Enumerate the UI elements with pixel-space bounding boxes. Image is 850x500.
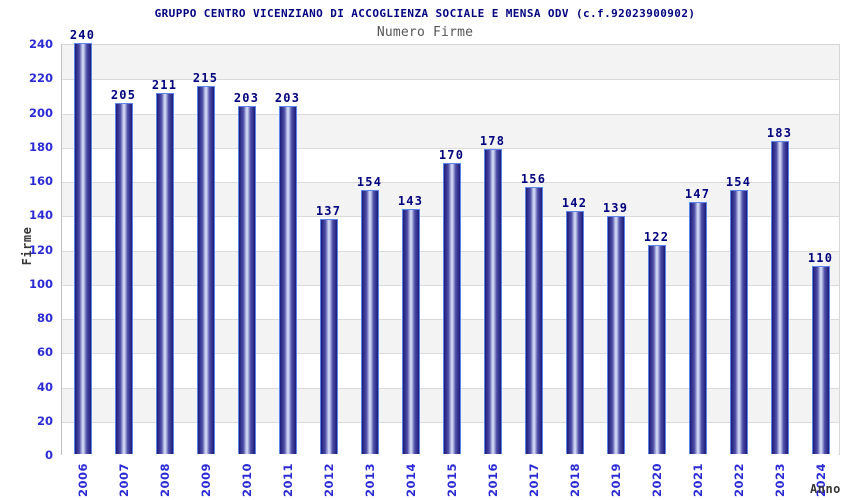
bar-value-label: 170 bbox=[438, 147, 465, 162]
bar bbox=[278, 106, 297, 454]
x-tick-label: 2023 bbox=[772, 463, 787, 498]
bar-value-label: 122 bbox=[643, 230, 670, 245]
x-tick-label: 2007 bbox=[116, 463, 131, 498]
bar bbox=[442, 162, 461, 454]
y-tick-label: 200 bbox=[28, 105, 53, 120]
x-tick-label: 2022 bbox=[731, 463, 746, 498]
bar bbox=[524, 186, 543, 454]
x-tick-label: 2019 bbox=[608, 463, 623, 498]
y-tick-label: 60 bbox=[36, 345, 53, 360]
bar bbox=[237, 106, 256, 454]
y-tick-label: 100 bbox=[28, 276, 53, 291]
gridline bbox=[62, 147, 839, 149]
bar bbox=[73, 43, 92, 454]
bar-value-label: 110 bbox=[807, 250, 834, 265]
y-tick-label: 160 bbox=[28, 174, 53, 188]
chart-subtitle: Numero Firme bbox=[376, 25, 474, 40]
bar-value-label: 240 bbox=[69, 28, 96, 42]
plot-area: 240 2006 205 2007 211 2008 215 2009 203 2010 203 20… bbox=[61, 29, 840, 497]
x-tick-label: 2018 bbox=[567, 463, 582, 498]
y-tick-label: 80 bbox=[36, 311, 53, 325]
y-tick-label: 240 bbox=[28, 37, 53, 51]
x-tick-label: 2020 bbox=[649, 463, 664, 498]
bar-value-label: 143 bbox=[397, 194, 424, 209]
bar bbox=[483, 149, 502, 454]
bar-value-label: 137 bbox=[315, 204, 342, 219]
bar-value-label: 183 bbox=[766, 125, 793, 140]
bar bbox=[811, 265, 830, 454]
bar-value-label: 211 bbox=[151, 77, 178, 92]
x-tick-label: 2021 bbox=[690, 463, 705, 498]
bar-value-label: 147 bbox=[684, 187, 711, 202]
gridline bbox=[62, 113, 839, 115]
x-tick-label: 2014 bbox=[403, 463, 418, 498]
chart-title: GRUPPO CENTRO VICENZIANO DI ACCOGLIENZA … bbox=[154, 7, 696, 20]
bar-value-label: 205 bbox=[110, 87, 137, 102]
grid-band bbox=[62, 113, 839, 148]
bar-value-label: 203 bbox=[274, 91, 301, 106]
gridline bbox=[62, 79, 839, 81]
grid-band bbox=[62, 45, 839, 80]
bar-value-label: 154 bbox=[356, 175, 383, 190]
bar bbox=[155, 92, 174, 454]
y-tick-label: 0 bbox=[44, 448, 53, 462]
bar bbox=[729, 190, 748, 454]
bar bbox=[196, 85, 215, 454]
bar bbox=[606, 215, 625, 454]
x-tick-label: 2006 bbox=[75, 463, 90, 498]
y-axis-tick-labels: 0 20 40 60 80 100 120 140 160 180 200 220 240 bbox=[0, 37, 53, 462]
y-tick-label: 120 bbox=[28, 242, 53, 257]
y-tick-label: 40 bbox=[36, 379, 53, 394]
bar bbox=[360, 190, 379, 454]
x-tick-label: 2012 bbox=[321, 463, 336, 498]
bar bbox=[401, 209, 420, 454]
bar-value-label: 178 bbox=[479, 134, 506, 149]
y-tick-label: 220 bbox=[28, 71, 53, 86]
bar-value-label: 215 bbox=[192, 70, 219, 85]
x-tick-label: 2015 bbox=[444, 463, 459, 498]
x-tick-label: 2016 bbox=[485, 463, 500, 498]
x-tick-label: 2017 bbox=[526, 463, 541, 498]
x-tick-label: 2009 bbox=[198, 463, 213, 498]
bar bbox=[319, 219, 338, 454]
x-axis-title: Anno bbox=[810, 482, 841, 496]
bar bbox=[114, 102, 133, 454]
bar-value-label: 156 bbox=[520, 171, 547, 186]
y-tick-label: 20 bbox=[36, 413, 53, 428]
y-tick-label: 140 bbox=[28, 208, 53, 223]
bar bbox=[770, 140, 789, 454]
bar bbox=[565, 210, 584, 454]
bar-value-label: 142 bbox=[561, 195, 588, 210]
bar-value-label: 154 bbox=[725, 175, 752, 190]
bar bbox=[688, 202, 707, 454]
bar-value-label: 139 bbox=[602, 200, 629, 215]
bar-value-label: 203 bbox=[233, 91, 260, 106]
bar bbox=[647, 245, 666, 454]
x-tick-label: 2010 bbox=[239, 463, 254, 498]
y-axis-title: Firme bbox=[20, 226, 34, 266]
x-tick-label: 2011 bbox=[280, 463, 295, 498]
x-tick-label: 2008 bbox=[157, 463, 172, 498]
grid-band bbox=[62, 79, 839, 114]
y-tick-label: 180 bbox=[28, 139, 53, 154]
x-tick-label: 2013 bbox=[362, 463, 377, 498]
